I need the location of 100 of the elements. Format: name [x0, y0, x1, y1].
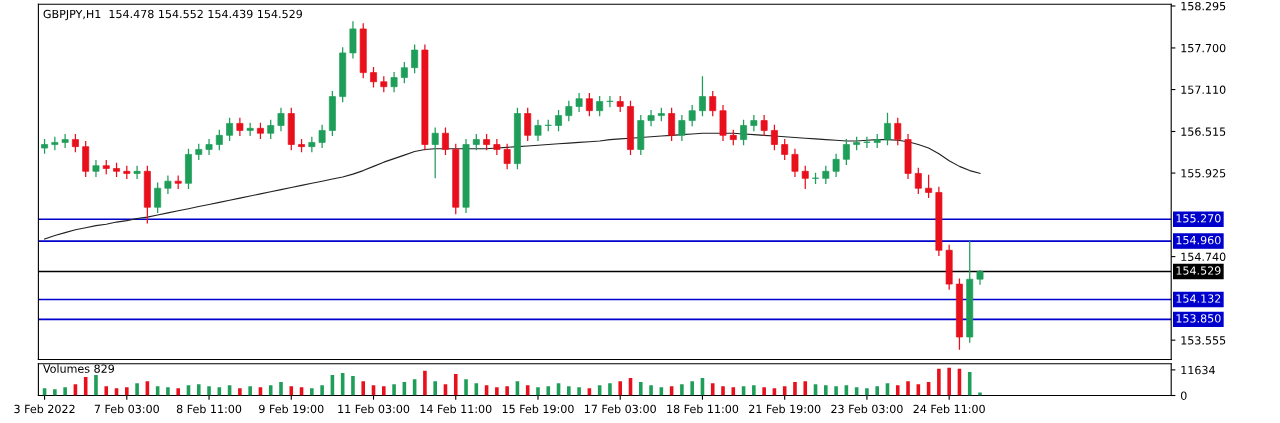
y-tick-label: 155.925	[1181, 169, 1226, 178]
bar	[803, 381, 808, 396]
bar	[423, 370, 427, 396]
bar	[680, 384, 684, 396]
bar	[433, 381, 437, 396]
candlestick	[236, 117, 244, 137]
bar	[125, 387, 129, 396]
candlestick	[832, 153, 840, 178]
x-tick-label: 23 Feb 03:00	[831, 404, 903, 414]
bar	[824, 385, 828, 396]
bar	[793, 382, 797, 396]
candlestick	[565, 100, 573, 122]
candlestick	[884, 112, 891, 146]
candlestick	[781, 138, 789, 161]
candlestick	[431, 126, 439, 179]
bar	[906, 381, 910, 396]
bar	[453, 373, 458, 396]
bar	[320, 385, 324, 396]
x-tick-label: 9 Feb 19:00	[259, 404, 324, 414]
bar	[166, 387, 170, 396]
bar	[618, 381, 623, 396]
bar	[875, 386, 880, 396]
x-tick-label: 18 Feb 11:00	[667, 404, 739, 414]
bar	[94, 375, 98, 396]
candlestick	[390, 71, 398, 93]
bar	[238, 388, 242, 396]
bar	[525, 385, 530, 396]
bar	[104, 386, 109, 396]
candlestick	[61, 133, 69, 149]
chart-title: GBPJPY,H1 154.478 154.552 154.439 154.529	[43, 9, 302, 21]
candlestick	[842, 138, 850, 166]
candlestick	[585, 92, 593, 117]
x-tick-label: 14 Feb 11:00	[420, 404, 492, 414]
bar	[967, 371, 972, 396]
bar	[63, 387, 67, 396]
candlestick	[596, 95, 604, 117]
candlestick	[205, 138, 213, 156]
candlestick	[524, 107, 532, 142]
bar	[608, 383, 612, 396]
candlestick	[555, 109, 562, 132]
bar	[710, 383, 715, 396]
bar	[947, 367, 951, 396]
ref-line-label: 154.132	[1176, 294, 1221, 303]
x-tick-label: 3 Feb 2022	[14, 404, 75, 414]
candlestick	[863, 136, 871, 149]
bar	[381, 386, 386, 396]
bar	[577, 387, 581, 396]
bar	[752, 385, 756, 396]
candlestick	[370, 66, 377, 89]
candlestick	[442, 126, 449, 156]
candlestick	[534, 119, 542, 142]
y-tick-label: 0	[1180, 391, 1187, 400]
bar	[731, 387, 736, 396]
ref-line-label: 153.850	[1176, 314, 1221, 323]
x-tick-label: 21 Feb 19:00	[749, 404, 821, 414]
x-tick-label: 17 Feb 03:00	[584, 404, 656, 414]
bar	[351, 376, 355, 396]
y-tick-label: 153.555	[1181, 336, 1226, 345]
y-tick-label: 157.110	[1181, 85, 1226, 94]
bar	[53, 389, 57, 396]
candlestick	[647, 109, 655, 127]
candlestick	[770, 124, 778, 151]
x-tick-label: 11 Feb 03:00	[338, 404, 410, 414]
bar	[721, 386, 725, 396]
bar	[762, 387, 766, 396]
candlestick	[678, 114, 686, 142]
x-tick-label: 7 Feb 03:00	[94, 404, 159, 414]
candlestick	[709, 90, 717, 117]
bar	[978, 392, 982, 396]
candlestick	[503, 143, 511, 170]
bar	[865, 388, 869, 396]
bar	[937, 368, 941, 396]
candlestick	[164, 174, 172, 195]
candlestick	[215, 129, 223, 151]
chart-title: Volumes 829	[43, 364, 115, 373]
y-tick-label: 156.515	[1181, 127, 1226, 136]
candlestick	[925, 174, 933, 199]
y-tick-label: 158.295	[1181, 1, 1226, 11]
bar	[310, 388, 314, 396]
x-tick-label: 15 Feb 19:00	[502, 404, 574, 414]
bar	[248, 386, 252, 396]
candlestick	[740, 119, 748, 146]
bar	[176, 388, 180, 396]
bar	[834, 386, 838, 396]
candlestick	[154, 181, 162, 214]
candlestick	[277, 107, 285, 132]
candlestick	[92, 159, 100, 178]
y-tick-label: 157.700	[1181, 43, 1226, 53]
bar	[196, 384, 201, 396]
bar	[895, 385, 900, 396]
bar	[392, 384, 396, 396]
bar	[495, 387, 499, 396]
candlestick	[411, 43, 419, 74]
bar	[464, 379, 468, 396]
candlestick	[133, 165, 141, 180]
bar	[546, 386, 551, 396]
candlestick	[699, 75, 706, 117]
candlestick	[226, 117, 234, 142]
candlestick	[688, 104, 696, 127]
candlestick	[750, 114, 758, 132]
